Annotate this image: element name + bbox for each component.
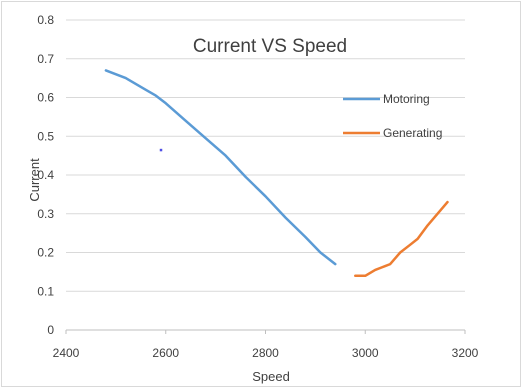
stray-point — [159, 148, 163, 152]
y-tick-label: 0.4 — [37, 168, 54, 182]
y-tick-label: 0.3 — [37, 207, 54, 221]
y-tick-label: 0.5 — [37, 129, 54, 143]
y-tick-label: 0.6 — [37, 91, 54, 105]
x-tick-label: 2800 — [252, 346, 279, 360]
y-tick-label: 0.1 — [37, 284, 54, 298]
x-tick-label: 2400 — [53, 346, 80, 360]
series-line-motoring — [104, 69, 337, 266]
x-tick-label: 2600 — [152, 346, 179, 360]
tick-labels: 0 0.1 0.2 0.3 0.4 0.5 0.6 0.7 0.8 2400 2600 2800 300… — [37, 13, 478, 360]
grid-lines — [65, 19, 466, 334]
x-tick-label: 3000 — [352, 346, 379, 360]
y-tick-label: 0.7 — [37, 52, 54, 66]
legend: Motoring Generating — [343, 92, 442, 140]
legend-label-motoring: Motoring — [383, 92, 430, 106]
series-lines — [104, 69, 449, 278]
x-axis-title: Speed — [252, 369, 290, 384]
chart-title: Current VS Speed — [193, 36, 347, 57]
x-tick-label: 3200 — [452, 346, 479, 360]
y-tick-label: 0.2 — [37, 246, 54, 260]
series-line-generating — [354, 200, 449, 278]
y-tick-label: 0 — [47, 323, 54, 337]
y-tick-label: 0.8 — [37, 13, 54, 27]
y-axis-title: Current — [27, 158, 42, 202]
legend-label-generating: Generating — [383, 126, 442, 140]
chart-frame — [1, 1, 521, 387]
